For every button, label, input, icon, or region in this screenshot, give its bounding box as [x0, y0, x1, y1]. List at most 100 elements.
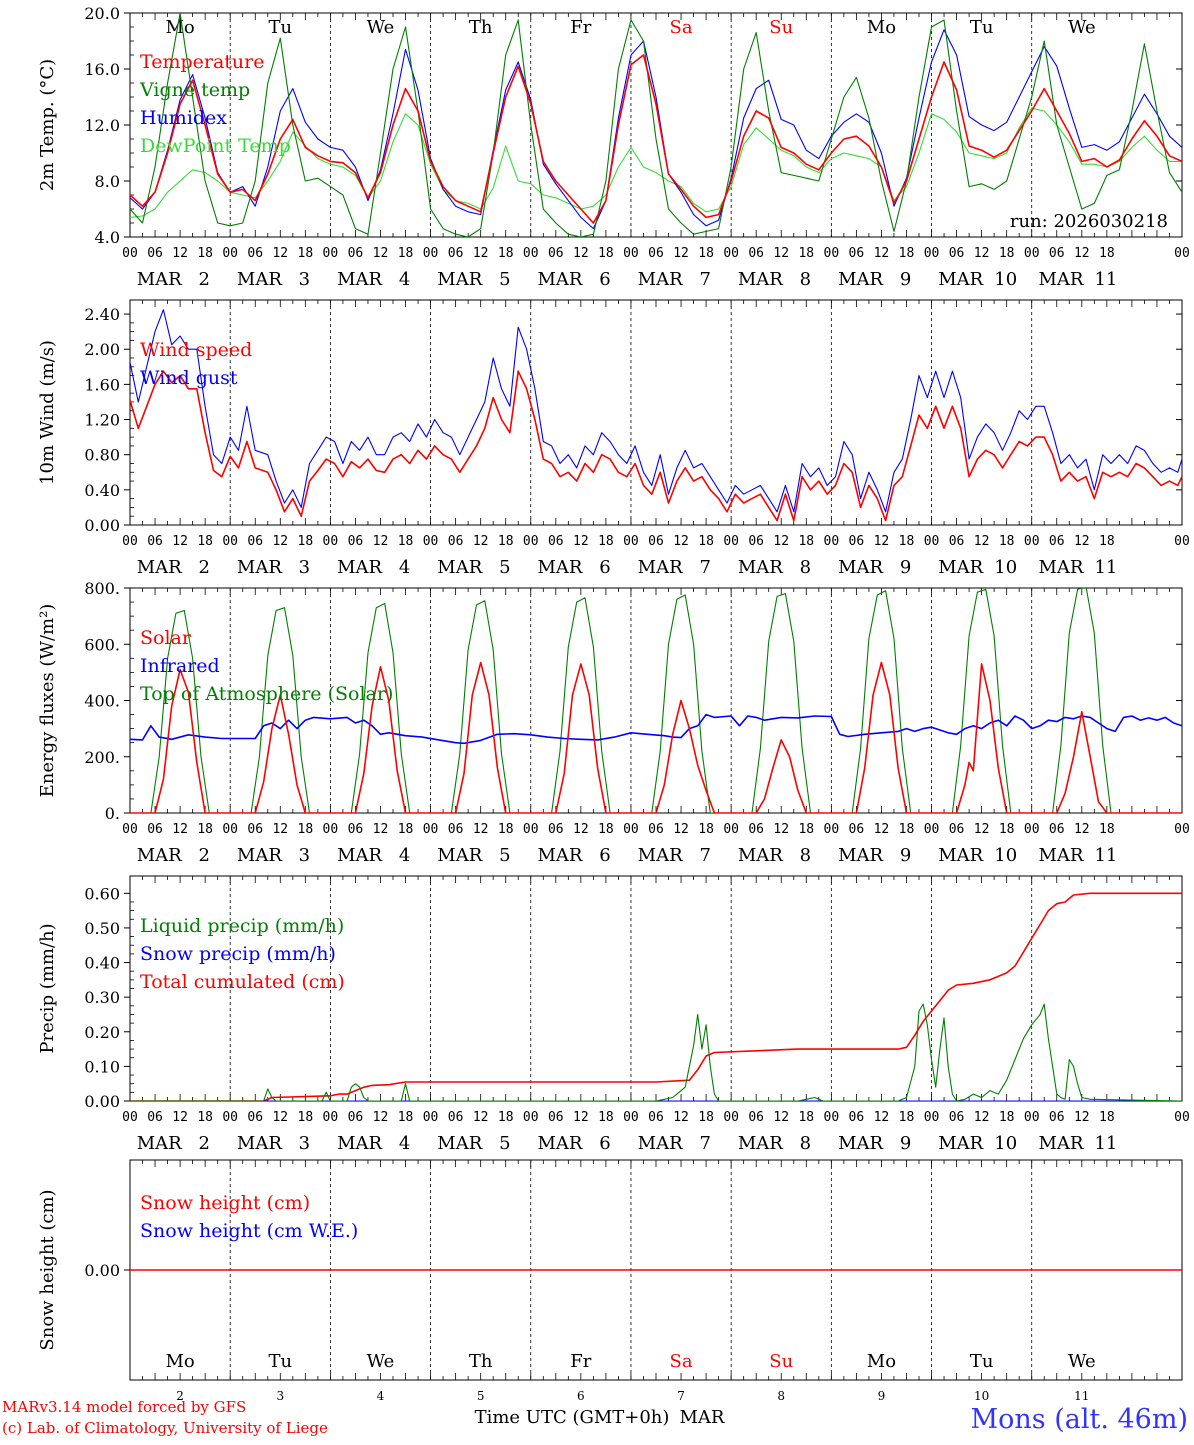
energy-date-day: 6 [599, 845, 610, 866]
wind-hour-label: 00 [723, 534, 739, 549]
energy-hour-label: 12 [272, 822, 288, 837]
energy-hour-label: 00 [1174, 822, 1190, 837]
temp-hour-label: 18 [298, 246, 314, 261]
precip-hour-label: 18 [798, 1110, 814, 1125]
snow-y-axis-title: Snow height (cm) [37, 1189, 58, 1350]
energy-date-month: MAR [337, 845, 382, 866]
temp-hour-label: 18 [698, 246, 714, 261]
temp-dow-label: We [1068, 17, 1096, 38]
precip-hour-label: 06 [748, 1110, 764, 1125]
x-axis-month: MAR [680, 1407, 725, 1428]
wind-hour-label: 18 [899, 534, 915, 549]
snow-ytick-label: 0.00 [84, 1261, 120, 1280]
wind-date-month: MAR [938, 557, 983, 578]
precip-hour-label: 18 [298, 1110, 314, 1125]
precip-hour-label: 12 [773, 1110, 789, 1125]
energy-hour-label: 18 [698, 822, 714, 837]
energy-date-month: MAR [638, 845, 683, 866]
precip-hour-label: 12 [373, 1110, 389, 1125]
temp-hour-label: 00 [122, 246, 138, 261]
wind-hour-label: 00 [924, 534, 940, 549]
precip-date-month: MAR [1038, 1133, 1083, 1154]
energy-hour-label: 06 [949, 822, 965, 837]
temp-date-month: MAR [638, 269, 683, 290]
energy-hour-label: 12 [172, 822, 188, 837]
temp-date-day: 6 [599, 269, 610, 290]
snow-dow-label: We [367, 1351, 395, 1372]
wind-hour-label: 06 [147, 534, 163, 549]
energy-hour-label: 12 [974, 822, 990, 837]
wind-hour-label: 06 [648, 534, 664, 549]
wind-hour-label: 18 [298, 534, 314, 549]
precip-hour-label: 12 [673, 1110, 689, 1125]
energy-hour-label: 00 [723, 822, 739, 837]
temp-dow-label: Th [469, 17, 493, 38]
temp-hour-label: 06 [247, 246, 263, 261]
snow-dow-label: Tu [268, 1351, 292, 1372]
temp-ytick-label: 4.0 [95, 228, 120, 247]
wind-hour-label: 18 [798, 534, 814, 549]
energy-legend-entry: Top of Atmosphere (Solar) [140, 683, 393, 705]
energy-hour-label: 00 [824, 822, 840, 837]
energy-hour-label: 18 [999, 822, 1015, 837]
precip-hour-label: 06 [648, 1110, 664, 1125]
temp-date-month: MAR [738, 269, 783, 290]
temp-hour-label: 12 [773, 246, 789, 261]
wind-hour-label: 00 [222, 534, 238, 549]
snow-date-number: 4 [377, 1389, 385, 1403]
precip-date-month: MAR [838, 1133, 883, 1154]
energy-date-day: 5 [499, 845, 510, 866]
temp-date-day: 3 [299, 269, 310, 290]
energy-hour-label: 12 [373, 822, 389, 837]
precip-series-liquid-precip-mm-h [130, 1003, 1182, 1101]
energy-hour-label: 00 [924, 822, 940, 837]
temp-date-month: MAR [938, 269, 983, 290]
temp-hour-label: 06 [648, 246, 664, 261]
precip-hour-label: 12 [1074, 1110, 1090, 1125]
x-axis-title: Time UTC (GMT+0h) [475, 1407, 670, 1428]
energy-hour-label: 00 [523, 822, 539, 837]
temp-date-month: MAR [237, 269, 282, 290]
precip-hour-label: 00 [924, 1110, 940, 1125]
precip-hour-label: 12 [974, 1110, 990, 1125]
precip-date-month: MAR [537, 1133, 582, 1154]
wind-hour-label: 12 [874, 534, 890, 549]
temp-legend-entry: DewPoint Temp [140, 135, 291, 157]
temp-ytick-label: 12.0 [84, 116, 120, 135]
wind-date-day: 7 [699, 557, 710, 578]
precip-hour-label: 00 [824, 1110, 840, 1125]
energy-hour-label: 18 [1099, 822, 1115, 837]
temp-hour-label: 12 [573, 246, 589, 261]
wind-date-month: MAR [838, 557, 883, 578]
snow-date-number: 2 [176, 1389, 184, 1403]
temp-series-dewpoint-temp [130, 107, 1182, 218]
wind-hour-label: 06 [448, 534, 464, 549]
energy-hour-label: 06 [1049, 822, 1065, 837]
precip-hour-label: 06 [1049, 1110, 1065, 1125]
wind-date-month: MAR [237, 557, 282, 578]
precip-hour-label: 06 [348, 1110, 364, 1125]
precip-series-total-cumulated-cm [130, 892, 1182, 1101]
temp-hour-label: 00 [623, 246, 639, 261]
temp-dow-label: Tu [970, 17, 994, 38]
energy-date-month: MAR [137, 845, 182, 866]
wind-hour-label: 18 [398, 534, 414, 549]
temp-hour-label: 00 [323, 246, 339, 261]
temp-hour-label: 12 [172, 246, 188, 261]
wind-date-day: 2 [198, 557, 209, 578]
snow-date-number: 5 [477, 1389, 485, 1403]
wind-date-month: MAR [437, 557, 482, 578]
energy-hour-label: 18 [498, 822, 514, 837]
temp-hour-label: 00 [924, 246, 940, 261]
wind-hour-label: 06 [247, 534, 263, 549]
precip-hour-label: 00 [1174, 1110, 1190, 1125]
precip-hour-label: 18 [398, 1110, 414, 1125]
wind-panel: 0.00 0.40 0.80 1.20 1.60 2.00 2.40 10m Wind (m/… [37, 299, 1190, 578]
precip-legend-entry: Liquid precip (mm/h) [140, 915, 344, 937]
precip-date-month: MAR [237, 1133, 282, 1154]
wind-date-month: MAR [638, 557, 683, 578]
wind-ytick-label: 0.80 [84, 446, 120, 465]
temp-hour-label: 06 [849, 246, 865, 261]
temp-legend-entry: Vigne temp [139, 79, 250, 101]
